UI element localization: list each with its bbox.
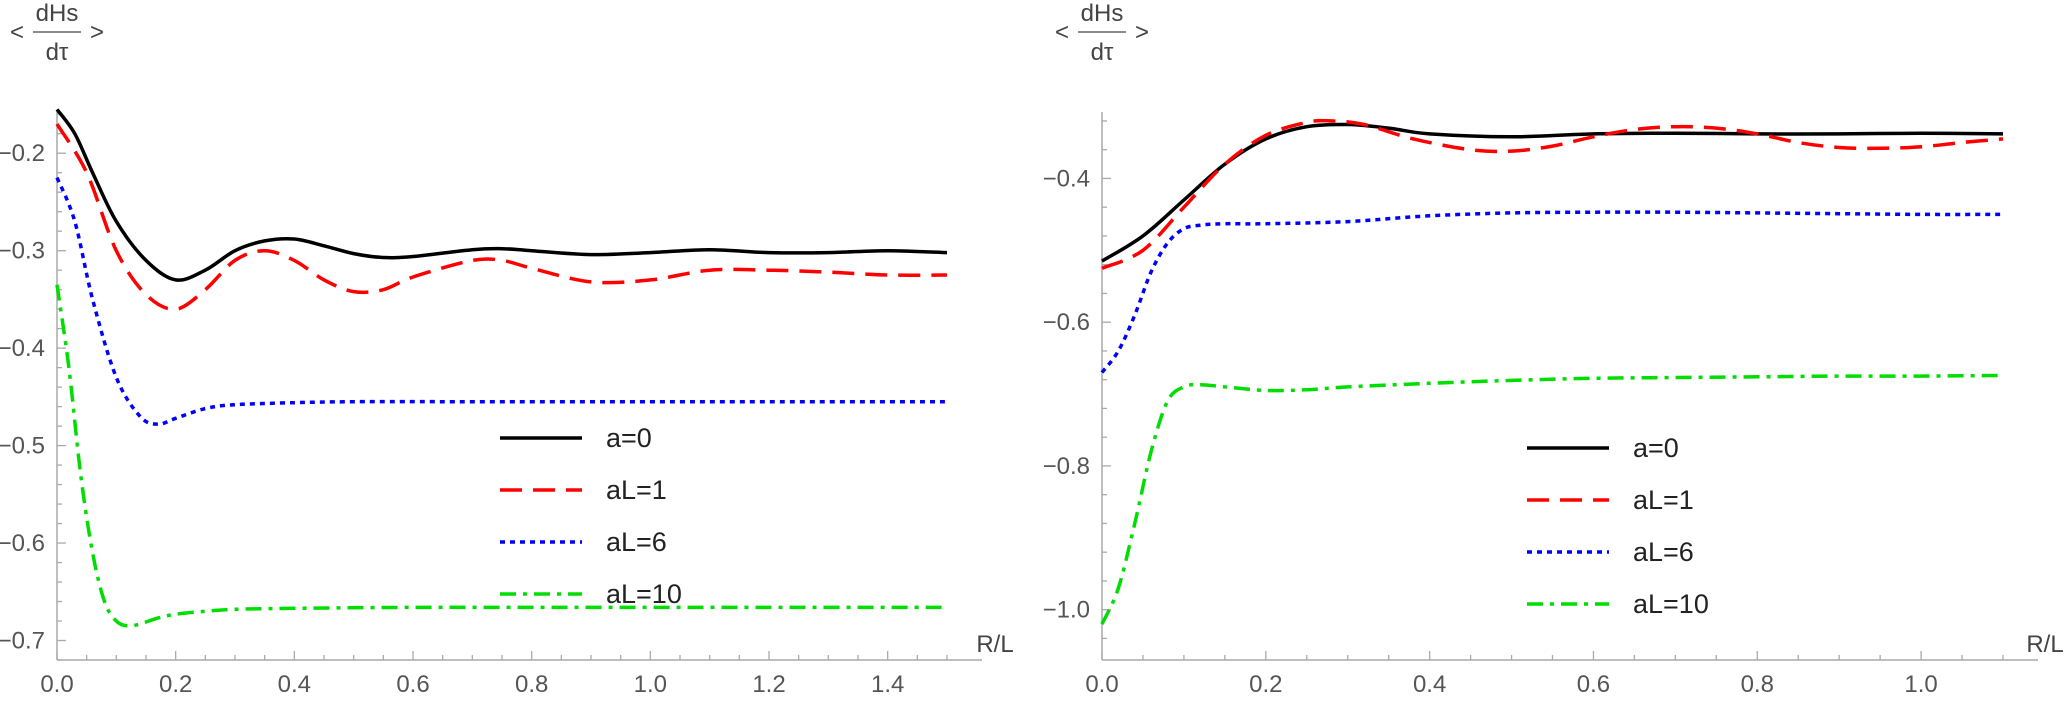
- y-tick-label: −0.2: [0, 140, 45, 167]
- legend-label: a=0: [606, 423, 652, 453]
- x-tick-label: 0.4: [1413, 671, 1446, 697]
- x-tick-label: 1.0: [1904, 671, 1937, 697]
- series-line-a-0: [55, 108, 948, 282]
- y-tick-label: −1.0: [1043, 597, 1090, 624]
- y-axis-title-denominator: dτ: [1091, 39, 1114, 66]
- y-axis-title-right-bracket: >: [1135, 19, 1149, 46]
- chart-panel-right: 0.0 0.2 0.4 0.6 0.8 1.0 −0.4 −0.6 −0.8 −1.0 dHs dτ <…: [1035, 0, 2065, 698]
- x-tick-label: 1.2: [752, 671, 785, 697]
- series-line-al-6: [1100, 210, 2004, 374]
- x-tick-label: 0.6: [396, 671, 429, 697]
- series-line-al-10: [55, 284, 947, 628]
- y-tick-label: −0.7: [0, 628, 45, 655]
- y-axis-title-left-bracket: <: [1055, 19, 1069, 46]
- legend-label: aL=6: [1633, 537, 1694, 567]
- x-tick-label: 1.4: [871, 671, 904, 697]
- x-tick-label: 0.8: [1741, 671, 1774, 697]
- legend-label: a=0: [1633, 433, 1679, 463]
- y-axis-title-numerator: dHs: [1081, 0, 1124, 27]
- legend-label: aL=1: [1633, 485, 1694, 515]
- y-axis-title-numerator: dHs: [36, 0, 79, 27]
- legend-label: aL=6: [606, 527, 667, 557]
- legend-label: aL=10: [606, 579, 682, 609]
- x-tick-label: 0.0: [40, 671, 73, 697]
- y-tick-label: −0.5: [0, 433, 45, 460]
- chart-right-svg: 0.0 0.2 0.4 0.6 0.8 1.0 −0.4 −0.6 −0.8 −1.0 dHs dτ <…: [1043, 0, 2064, 698]
- x-axis-title: R/L: [2026, 631, 2063, 658]
- x-tick-label: 1.0: [634, 671, 667, 697]
- y-axis-title-denominator: dτ: [46, 39, 69, 66]
- series-line-al-10: [1100, 373, 2004, 625]
- y-tick-label: −0.8: [1043, 453, 1090, 480]
- y-axis-title-right-bracket: >: [90, 19, 104, 46]
- y-tick-label: −0.4: [0, 335, 45, 362]
- x-axis-title: R/L: [976, 631, 1013, 658]
- x-tick-label: 0.2: [1249, 671, 1282, 697]
- x-tick-label: 0.0: [1085, 671, 1118, 697]
- x-tick-label: 0.4: [278, 671, 311, 697]
- y-tick-label: −0.4: [1043, 165, 1090, 192]
- x-tick-label: 0.8: [515, 671, 548, 697]
- x-tick-label: 0.6: [1577, 671, 1610, 697]
- chart-left-svg: 0.0 0.2 0.4 0.6 0.8 1.0 1.2 1.4 −0.2 −0.3 −0.4 −0.5…: [0, 0, 1014, 698]
- y-tick-label: −0.6: [1043, 309, 1090, 336]
- chart-panel-left: 0.0 0.2 0.4 0.6 0.8 1.0 1.2 1.4 −0.2 −0.3 −0.4 −0.5…: [0, 0, 1030, 698]
- series-line-al-1: [1101, 118, 2004, 270]
- series-line-al-6: [55, 176, 947, 426]
- x-tick-label: 0.2: [159, 671, 192, 697]
- y-tick-label: −0.6: [0, 530, 45, 557]
- series-line-al-1: [55, 123, 948, 311]
- y-axis-title-left-bracket: <: [10, 19, 24, 46]
- legend-label: aL=1: [606, 475, 667, 505]
- y-tick-label: −0.3: [0, 238, 45, 265]
- legend-label: aL=10: [1633, 589, 1709, 619]
